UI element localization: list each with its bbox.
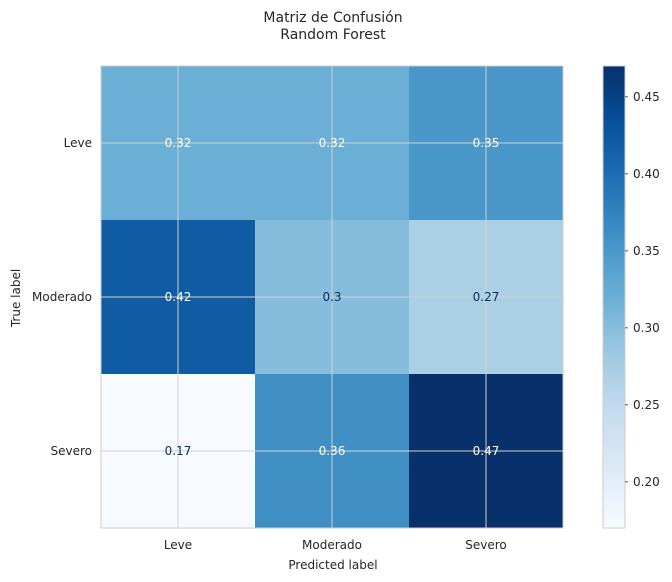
- plot-frame: [100, 65, 564, 529]
- heatmap-gridlines: [101, 66, 563, 528]
- cell-value-label: 0.47: [473, 444, 500, 458]
- x-tick-label: Severo: [465, 538, 507, 552]
- colorbar-tick-label: 0.25: [633, 398, 660, 412]
- colorbar-tick-label: 0.40: [633, 167, 660, 181]
- cell-value-label: 0.27: [473, 290, 500, 304]
- x-tick-label: Leve: [164, 538, 192, 552]
- colorbar: [602, 65, 626, 529]
- colorbar-tick-label: 0.45: [633, 90, 660, 104]
- y-tick-label: Moderado: [32, 290, 92, 304]
- cell-value-label: 0.17: [165, 444, 192, 458]
- colorbar-tick-label: 0.35: [633, 244, 660, 258]
- cell-value-labels: 0.32 0.32 0.35 0.42 0.3 0.27 0.17 0.36 0.47: [165, 136, 500, 458]
- cell-value-label: 0.32: [319, 136, 346, 150]
- cell-value-label: 0.35: [473, 136, 500, 150]
- x-axis-label: Predicted label: [288, 558, 377, 572]
- cell-value-label: 0.42: [165, 290, 192, 304]
- x-tick-labels: Leve Moderado Severo: [164, 538, 507, 552]
- colorbar-tick-label: 0.30: [633, 321, 660, 335]
- x-tick-label: Moderado: [302, 538, 362, 552]
- chart-title: Matriz de Confusión: [263, 10, 402, 26]
- cell-value-label: 0.36: [319, 444, 346, 458]
- y-tick-labels: Leve Moderado Severo: [32, 136, 92, 458]
- chart-subtitle: Random Forest: [280, 27, 386, 43]
- y-tick-label: Leve: [64, 136, 92, 150]
- colorbar-tick-labels: 0.20 0.25 0.30 0.35 0.40 0.45: [625, 90, 660, 489]
- y-tick-label: Severo: [51, 444, 93, 458]
- cell-value-label: 0.32: [165, 136, 192, 150]
- y-axis-label: True label: [9, 269, 23, 328]
- cell-value-label: 0.3: [322, 290, 341, 304]
- colorbar-tick-label: 0.20: [633, 475, 660, 489]
